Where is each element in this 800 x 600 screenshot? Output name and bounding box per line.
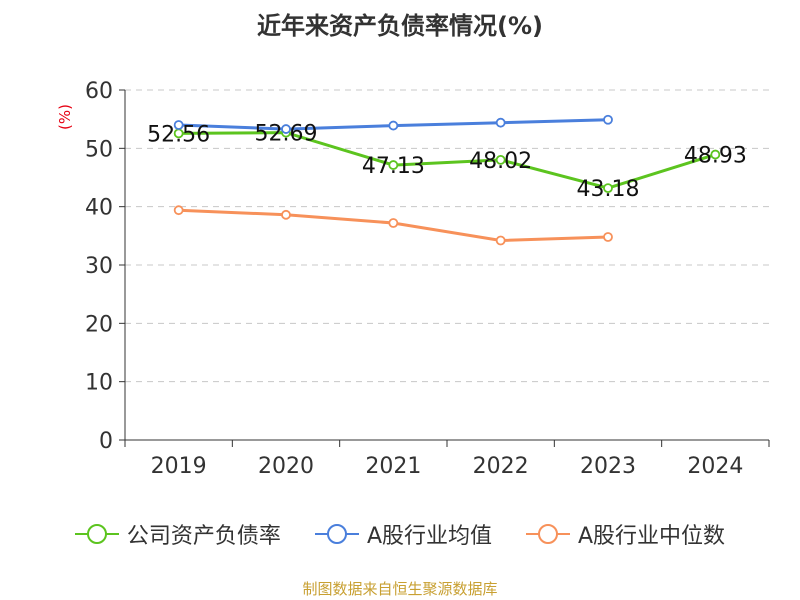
legend-label: A股行业中位数 (578, 524, 726, 549)
data-point (281, 209, 291, 220)
x-tick-label: 2020 (258, 454, 314, 479)
legend-marker (326, 524, 347, 544)
legend-symbol-icon (74, 523, 119, 545)
data-point (388, 120, 399, 131)
data-point (388, 160, 399, 170)
y-tick-label: 30 (85, 254, 113, 279)
data-label: 48.02 (469, 149, 532, 174)
y-tick-label: 50 (85, 137, 113, 162)
x-tick-label: 2021 (365, 454, 421, 479)
data-point (173, 205, 184, 216)
data-point (281, 124, 291, 134)
x-tick-label: 2022 (473, 454, 529, 479)
x-tick-label: 2024 (687, 454, 743, 479)
data-point (495, 235, 506, 246)
x-tick-label: 2019 (151, 454, 207, 479)
data-label: 47.13 (362, 154, 425, 179)
data-label: 48.93 (684, 144, 747, 169)
legend-item[interactable]: A股行业中位数 (526, 518, 725, 550)
series-line (178, 131, 716, 190)
y-tick-label: 20 (85, 312, 113, 337)
y-tick-label: 0 (99, 429, 113, 454)
legend-symbol-icon (314, 523, 359, 545)
data-point (495, 117, 506, 128)
data-label: 52.56 (147, 122, 210, 147)
legend-item[interactable]: A股行业均值 (314, 518, 492, 550)
data-label: 43.18 (577, 177, 640, 202)
data-point (603, 232, 613, 242)
legend-symbol-icon (526, 523, 570, 545)
data-point (710, 149, 721, 160)
x-tick-label: 2023 (580, 454, 636, 479)
legend-label: 公司资产负债率 (126, 524, 281, 549)
y-tick-label: 10 (85, 371, 113, 396)
data-point (495, 154, 506, 165)
data-point (388, 218, 399, 228)
legend-marker (86, 524, 107, 544)
source-note: 制图数据来自恒生聚源数据库 (302, 580, 498, 598)
chart-title: 近年来资产负债率情况(%) (257, 12, 543, 40)
y-tick-label: 60 (85, 79, 113, 104)
data-point (173, 120, 184, 130)
legend-label: A股行业均值 (366, 524, 492, 549)
legend: 公司资产负债率 A股行业均值 A股行业中位数 (0, 518, 800, 550)
data-point (603, 114, 613, 125)
data-point (603, 183, 613, 194)
data-label: 52.69 (255, 122, 318, 147)
y-tick-label: 40 (85, 196, 113, 221)
legend-marker (538, 524, 558, 544)
legend-item[interactable]: 公司资产负债率 (74, 518, 281, 550)
